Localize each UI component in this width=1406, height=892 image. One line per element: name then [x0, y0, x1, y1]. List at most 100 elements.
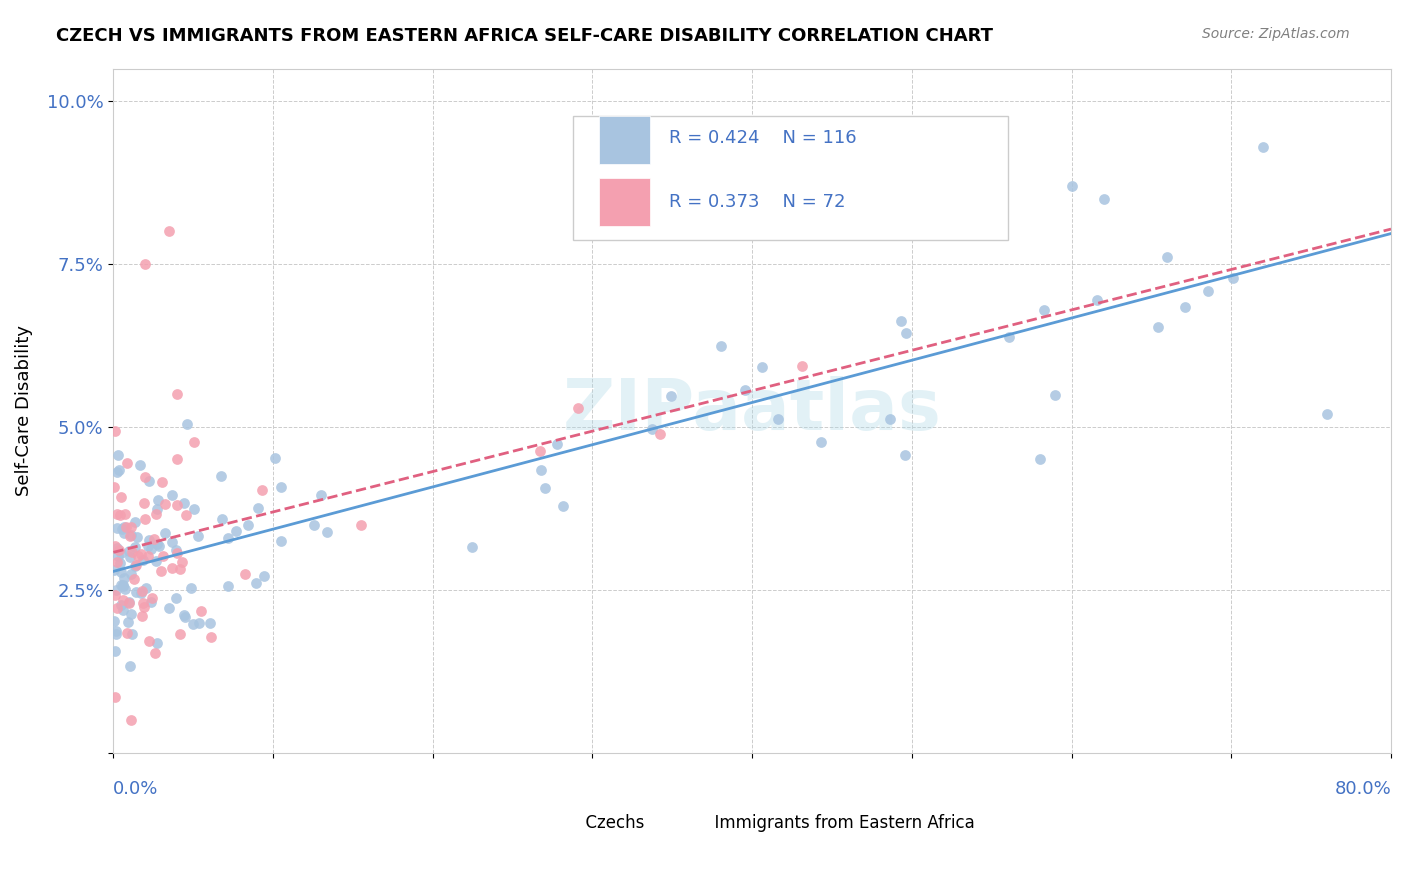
Point [162, 535, 184, 549]
Point [149, 564, 172, 578]
Point [998, 329, 1021, 343]
Point [105, 541, 128, 555]
Point [246, 501, 269, 516]
Point [136, 549, 159, 564]
Point [225, 524, 247, 538]
Point [143, 646, 166, 660]
Point [530, 462, 553, 476]
Point [879, 412, 901, 426]
Point [890, 314, 912, 328]
Point [253, 568, 276, 582]
Point [110, 578, 132, 592]
Point [641, 422, 664, 436]
Point [110, 566, 132, 580]
Point [567, 401, 589, 416]
Point [129, 547, 152, 561]
Point [529, 443, 551, 458]
Point [103, 614, 125, 628]
Point [105, 555, 128, 569]
Point [893, 449, 915, 463]
Point [461, 541, 484, 555]
Point [1147, 320, 1170, 334]
Point [245, 575, 267, 590]
Point [166, 498, 188, 512]
Point [107, 448, 129, 462]
Point [110, 598, 132, 612]
Point [153, 496, 176, 510]
Point [117, 544, 139, 558]
Point [125, 585, 148, 599]
Point [146, 502, 169, 516]
Point [120, 520, 142, 534]
Text: Immigrants from Eastern Africa: Immigrants from Eastern Africa [683, 814, 974, 832]
Point [134, 469, 156, 483]
Point [150, 475, 173, 489]
Point [105, 465, 128, 479]
Point [104, 627, 127, 641]
Point [121, 545, 143, 559]
Point [157, 601, 180, 615]
Point [138, 634, 160, 648]
Point [104, 424, 127, 438]
Point [160, 561, 183, 575]
Point [146, 537, 169, 551]
Point [173, 610, 195, 624]
Point [270, 534, 292, 549]
Point [183, 435, 205, 450]
Point [142, 533, 165, 547]
Point [145, 554, 167, 568]
Point [138, 533, 160, 548]
Point [121, 627, 143, 641]
Point [114, 507, 136, 521]
Point [176, 417, 198, 431]
Text: 80.0%: 80.0% [1334, 780, 1391, 797]
Point [141, 595, 163, 609]
FancyBboxPatch shape [503, 783, 534, 807]
Point [115, 626, 138, 640]
Point [120, 713, 142, 727]
Point [104, 690, 127, 704]
FancyBboxPatch shape [745, 783, 778, 807]
Point [125, 530, 148, 544]
Point [751, 359, 773, 374]
Point [107, 543, 129, 558]
Point [129, 458, 152, 473]
Point [104, 539, 127, 553]
Point [108, 557, 131, 571]
FancyBboxPatch shape [599, 178, 650, 226]
Point [112, 571, 135, 585]
Point [134, 512, 156, 526]
Point [173, 496, 195, 510]
Point [169, 562, 191, 576]
Point [103, 480, 125, 494]
Point [236, 518, 259, 533]
Point [105, 582, 128, 597]
Point [131, 553, 153, 567]
FancyBboxPatch shape [574, 116, 1008, 240]
Point [118, 595, 141, 609]
Point [166, 387, 188, 401]
Point [141, 591, 163, 606]
Point [120, 607, 142, 621]
Point [132, 600, 155, 615]
Point [173, 607, 195, 622]
Point [233, 566, 256, 581]
Point [120, 528, 142, 542]
Point [131, 584, 153, 599]
Point [187, 529, 209, 543]
Point [172, 555, 194, 569]
Point [139, 541, 162, 556]
Point [157, 224, 180, 238]
Point [145, 508, 167, 522]
Point [270, 480, 292, 494]
Point [105, 507, 128, 521]
Point [108, 463, 131, 477]
Point [112, 577, 135, 591]
Point [200, 631, 222, 645]
Point [183, 502, 205, 516]
Point [118, 549, 141, 564]
Point [174, 508, 197, 523]
Text: 0.0%: 0.0% [114, 780, 159, 797]
Point [190, 604, 212, 618]
Point [112, 520, 135, 534]
